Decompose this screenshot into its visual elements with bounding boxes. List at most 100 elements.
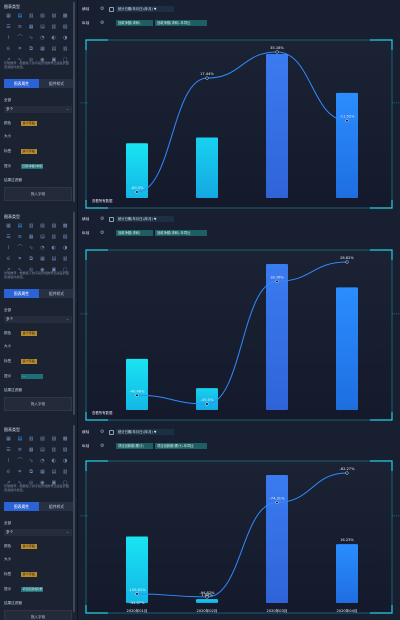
chart-type-icon[interactable]: ▥ — [51, 24, 57, 30]
tab-chart-props[interactable]: 图表属性 — [4, 502, 39, 511]
line-point[interactable] — [205, 76, 209, 80]
filter-icon[interactable] — [109, 7, 114, 12]
line-point[interactable] — [135, 393, 139, 397]
bar[interactable] — [196, 599, 218, 603]
chart-type-icon[interactable]: ⌇ — [7, 458, 10, 464]
mode-select[interactable]: 多个 ⌄ — [4, 529, 72, 536]
chart-type-icon[interactable]: ∿ — [29, 35, 34, 41]
chart-type-icon[interactable]: ⌒ — [17, 458, 23, 464]
chart-type-icon[interactable]: ◔ — [40, 458, 45, 464]
chart-type-icon[interactable]: ⌇ — [7, 35, 10, 41]
chart-type-icon[interactable]: ▦ — [6, 13, 11, 19]
tooltip-field-tag[interactable]: 回款净额(求和) — [21, 164, 43, 169]
chart-type-icon[interactable]: ☰ — [6, 24, 11, 30]
chart-type-icon[interactable]: ▣ — [51, 267, 57, 273]
chart-type-icon[interactable]: ∿ — [29, 458, 34, 464]
chart-type-icon[interactable]: ◎ — [28, 57, 34, 63]
chart-type-icon[interactable]: ▢ — [62, 480, 68, 486]
line-point[interactable] — [275, 500, 279, 504]
y-axis-field[interactable]: 项目回款额(累计)-年同比 — [155, 443, 207, 449]
tab-chart-props[interactable]: 图表属性 — [4, 289, 39, 298]
chart-type-icon[interactable]: ◐ — [51, 458, 57, 464]
axis-settings-icon[interactable]: ⚙ — [100, 230, 105, 236]
mode-select[interactable]: 多个 ⌄ — [4, 316, 72, 323]
chart-type-icon[interactable]: ▢ — [62, 267, 68, 273]
chart-type-icon[interactable]: ▨ — [51, 223, 57, 229]
chart-type-icon[interactable]: ▦ — [28, 234, 34, 240]
bar[interactable] — [336, 544, 358, 603]
axis-settings-icon[interactable]: ⚙ — [100, 20, 105, 26]
x-axis-field[interactable]: 统计日期(年月日)(年月) ▼ — [116, 216, 174, 222]
tab-component-style[interactable]: 组件样式 — [39, 502, 74, 511]
view-all-data-link[interactable]: 查看所有数据 — [92, 411, 113, 415]
filter-icon[interactable] — [109, 430, 114, 435]
chart-type-icon[interactable]: ▧ — [62, 234, 68, 240]
chart-type-icon[interactable]: ⌒ — [17, 245, 23, 251]
chart-type-icon[interactable]: ▥ — [28, 436, 34, 442]
line-point[interactable] — [205, 402, 209, 406]
sidebar-scrollbar[interactable] — [73, 212, 75, 415]
chart-type-icon[interactable]: ∿ — [29, 245, 34, 251]
chart-type-icon[interactable]: ≡ — [17, 447, 22, 453]
axis-settings-icon[interactable]: ⚙ — [100, 6, 105, 12]
chart-type-icon[interactable]: ▥ — [62, 46, 68, 52]
chart-type-icon[interactable]: ▤ — [17, 436, 23, 442]
chart-type-icon[interactable]: ⌒ — [17, 35, 23, 41]
chart-type-icon[interactable]: ▥ — [28, 13, 34, 19]
chart-type-icon[interactable]: ⚟ — [6, 469, 11, 475]
chart-type-icon[interactable]: ▤ — [17, 13, 23, 19]
chart-type-icon[interactable]: ⌗ — [18, 256, 22, 262]
chart-type-icon[interactable]: ▥ — [51, 447, 57, 453]
y-axis-field[interactable]: 回款净额(求和)-年同比 — [155, 230, 207, 236]
line-point[interactable] — [275, 279, 279, 283]
chart-type-icon[interactable]: ▦ — [28, 24, 34, 30]
chart-type-icon[interactable]: ▦ — [6, 436, 11, 442]
chart-type-icon[interactable]: ◉ — [40, 57, 45, 63]
chart-type-icon[interactable]: ▢ — [62, 57, 68, 63]
chart-type-icon[interactable]: ▥ — [62, 256, 68, 262]
chart-type-icon[interactable]: ◔ — [40, 245, 45, 251]
chart-type-icon[interactable]: ◉ — [40, 267, 45, 273]
color-field-tag[interactable]: 多个字段 — [21, 121, 37, 126]
chart-type-icon[interactable]: ▧ — [62, 447, 68, 453]
chart-type-icon[interactable]: ◐ — [51, 35, 57, 41]
all-label[interactable]: 全部 — [4, 98, 12, 102]
chart-type-icon[interactable]: ◑ — [62, 35, 68, 41]
chart-type-icon[interactable]: ▩ — [62, 436, 68, 442]
chart-type-icon[interactable]: ▩ — [62, 223, 68, 229]
chart-type-icon[interactable]: ⌇ — [7, 245, 10, 251]
chart-type-icon[interactable]: ⧉ — [29, 46, 33, 52]
axis-settings-icon[interactable]: ⚙ — [100, 429, 105, 435]
chart-type-icon[interactable]: ☰ — [6, 234, 11, 240]
drop-field-zone[interactable]: 拖入字段 — [4, 397, 72, 411]
line-point[interactable] — [345, 471, 349, 475]
tab-component-style[interactable]: 组件样式 — [39, 289, 74, 298]
chart-type-icon[interactable]: ▨ — [51, 13, 57, 19]
bar[interactable] — [196, 388, 218, 410]
sidebar-scrollbar[interactable] — [73, 425, 75, 612]
chart-type-icon[interactable]: ◐ — [51, 245, 57, 251]
chart-type-icon[interactable]: ☰ — [6, 447, 11, 453]
chart-type-icon[interactable]: ⌗ — [18, 469, 22, 475]
chart-type-icon[interactable]: ▥ — [62, 469, 68, 475]
chart-type-icon[interactable]: ▦ — [40, 469, 45, 475]
chart-type-icon[interactable]: ▤ — [51, 46, 57, 52]
chart-type-icon[interactable]: ∿ — [17, 57, 22, 63]
chart-type-icon[interactable]: ▦ — [40, 256, 45, 262]
chart-type-icon[interactable]: ▧ — [40, 13, 45, 19]
chart-type-icon[interactable]: ⚟ — [6, 256, 11, 262]
chart-type-icon[interactable]: ▦ — [6, 223, 11, 229]
chart-type-icon[interactable]: ◑ — [62, 458, 68, 464]
chart-type-icon[interactable]: ▨ — [51, 436, 57, 442]
sidebar-scrollbar[interactable] — [73, 2, 75, 202]
chart-type-icon[interactable]: ⚟ — [6, 46, 11, 52]
chart-type-icon[interactable]: ▤ — [51, 469, 57, 475]
x-axis-field[interactable]: 统计日期(年月日)(年月) ▼ — [116, 429, 174, 435]
chart-type-icon[interactable]: ≡ — [17, 234, 22, 240]
bar[interactable] — [266, 54, 288, 198]
chart-type-icon[interactable]: ◎ — [28, 267, 34, 273]
y-axis-field[interactable]: 项目回款额(累计) — [116, 443, 153, 449]
tab-chart-props[interactable]: 图表属性 — [4, 79, 39, 88]
tooltip-field-tag[interactable]: 项目回款额(累计) — [21, 587, 43, 592]
axis-settings-icon[interactable]: ⚙ — [100, 216, 105, 222]
